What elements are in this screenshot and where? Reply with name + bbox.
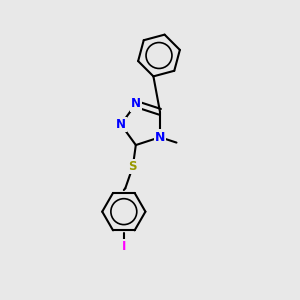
Text: N: N bbox=[131, 98, 141, 110]
Text: I: I bbox=[122, 240, 126, 253]
Text: S: S bbox=[129, 160, 137, 173]
Text: N: N bbox=[155, 131, 165, 144]
Text: N: N bbox=[116, 118, 126, 131]
